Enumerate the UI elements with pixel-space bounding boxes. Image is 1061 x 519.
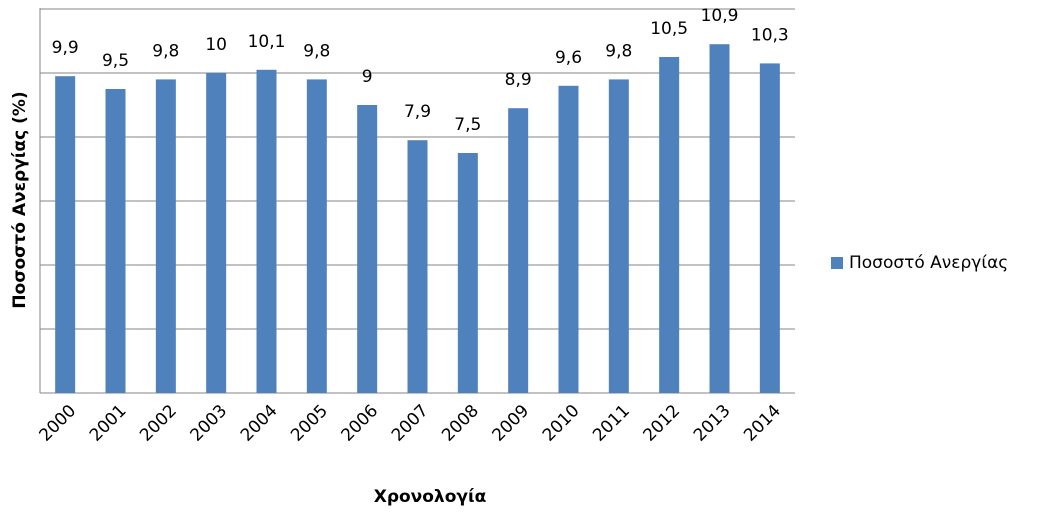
bar [457, 153, 478, 393]
data-label: 10 [205, 35, 227, 55]
bar [357, 105, 378, 393]
bar [155, 79, 176, 394]
legend-label: Ποσοστό Ανεργίας [849, 253, 1008, 273]
data-label: 7,9 [404, 102, 431, 122]
data-label: 9,5 [102, 51, 129, 71]
data-label: 9,9 [52, 38, 79, 58]
data-label: 7,5 [454, 115, 481, 135]
data-label: 9,8 [605, 41, 632, 61]
data-label: 9,8 [152, 41, 179, 61]
bar [508, 108, 529, 393]
data-label: 10,5 [650, 19, 688, 39]
data-label: 10,3 [751, 25, 789, 45]
x-axis-title: Χρονολογία [374, 487, 487, 507]
bar [709, 44, 730, 393]
bar [608, 79, 629, 394]
bar [55, 76, 76, 393]
data-label: 10,9 [701, 6, 739, 26]
data-label: 10,1 [248, 32, 286, 52]
bar [659, 57, 680, 393]
y-axis-title: Ποσοστό Ανεργίας (%) [10, 91, 30, 308]
bar [407, 140, 428, 393]
bar [558, 85, 579, 394]
bar [306, 79, 327, 394]
data-label: 9,8 [303, 41, 330, 61]
bar [759, 63, 780, 394]
bar [206, 73, 227, 393]
data-label: 9,6 [555, 48, 582, 68]
legend-swatch [831, 257, 843, 269]
bar [256, 69, 277, 394]
bar [105, 89, 126, 393]
data-label: 9 [362, 67, 373, 87]
data-label: 8,9 [505, 70, 532, 90]
